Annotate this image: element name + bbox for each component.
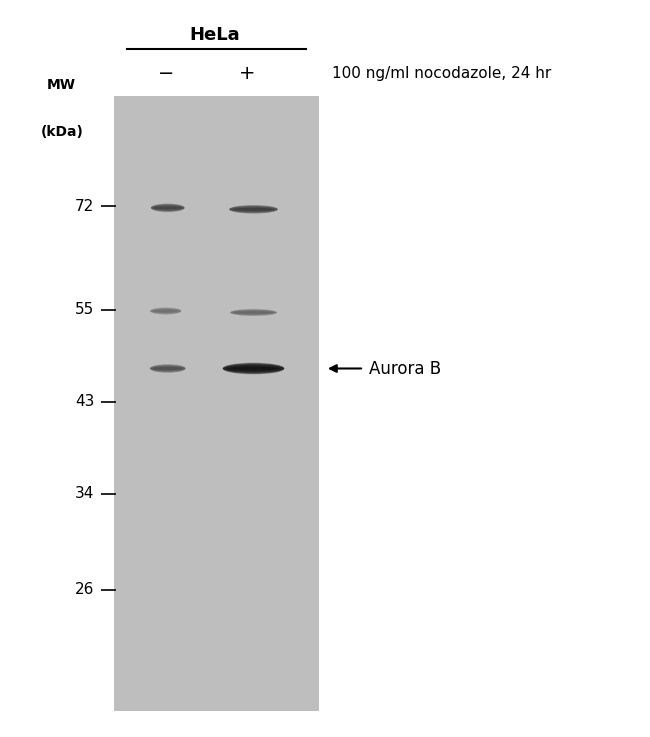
Ellipse shape xyxy=(223,363,284,374)
Ellipse shape xyxy=(151,204,185,212)
Ellipse shape xyxy=(229,206,278,213)
Ellipse shape xyxy=(151,203,185,212)
Ellipse shape xyxy=(227,366,280,371)
Text: MW: MW xyxy=(47,78,76,92)
Ellipse shape xyxy=(151,204,185,212)
Text: −: − xyxy=(157,64,174,83)
Ellipse shape xyxy=(223,365,284,372)
Ellipse shape xyxy=(229,206,278,213)
Text: HeLa: HeLa xyxy=(189,27,240,44)
Ellipse shape xyxy=(153,367,183,370)
Ellipse shape xyxy=(223,363,284,374)
Ellipse shape xyxy=(223,364,284,373)
Ellipse shape xyxy=(223,363,284,374)
Ellipse shape xyxy=(150,364,186,373)
Text: 72: 72 xyxy=(75,199,94,214)
Ellipse shape xyxy=(151,203,185,212)
Text: +: + xyxy=(239,64,255,83)
Ellipse shape xyxy=(151,204,185,212)
Ellipse shape xyxy=(153,206,182,209)
Text: 100 ng/ml nocodazole, 24 hr: 100 ng/ml nocodazole, 24 hr xyxy=(332,66,551,81)
Ellipse shape xyxy=(150,364,185,373)
Text: 43: 43 xyxy=(75,394,94,409)
Ellipse shape xyxy=(153,310,179,312)
Ellipse shape xyxy=(223,363,284,374)
Ellipse shape xyxy=(150,364,185,373)
Ellipse shape xyxy=(229,206,278,213)
Text: 26: 26 xyxy=(75,582,94,597)
Text: (kDa): (kDa) xyxy=(40,125,83,139)
Ellipse shape xyxy=(233,208,274,211)
Ellipse shape xyxy=(233,311,274,314)
Ellipse shape xyxy=(223,365,284,372)
Text: Aurora B: Aurora B xyxy=(369,360,441,377)
Ellipse shape xyxy=(229,205,278,214)
Ellipse shape xyxy=(223,365,284,372)
Ellipse shape xyxy=(223,364,284,373)
Ellipse shape xyxy=(229,205,278,214)
Text: 34: 34 xyxy=(75,486,94,501)
Ellipse shape xyxy=(222,363,285,374)
Ellipse shape xyxy=(229,206,278,213)
Ellipse shape xyxy=(223,363,284,374)
Ellipse shape xyxy=(229,205,278,214)
Ellipse shape xyxy=(223,364,284,373)
Ellipse shape xyxy=(151,203,185,212)
Bar xyxy=(114,96,318,711)
Ellipse shape xyxy=(223,364,284,373)
Text: 55: 55 xyxy=(75,302,94,317)
